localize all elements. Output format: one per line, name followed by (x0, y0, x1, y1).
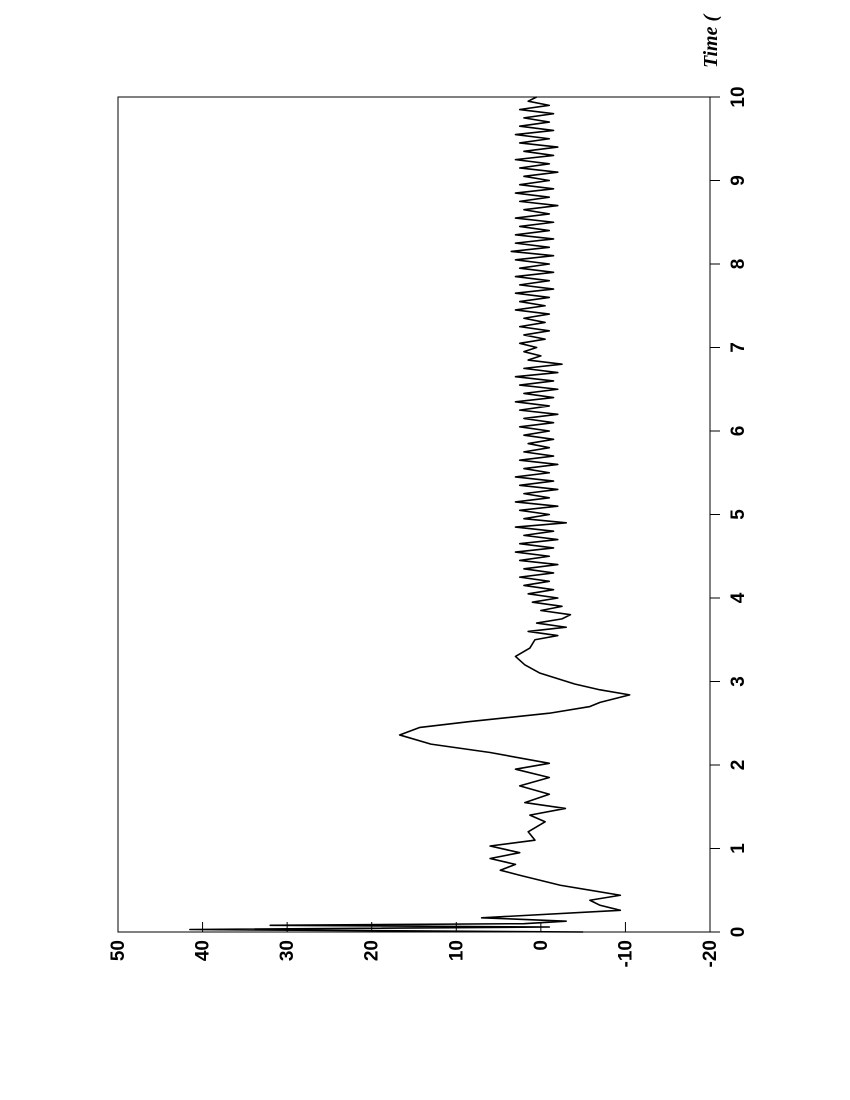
y-tick-label: -10 (615, 940, 636, 967)
y-tick-label: 0 (531, 940, 552, 951)
x-tick-label: 10 (728, 86, 749, 107)
y-tick-label: 20 (362, 940, 383, 961)
x-tick-label: 2 (728, 760, 749, 771)
y-tick-label: 50 (108, 940, 129, 961)
x-tick-label: 9 (728, 175, 749, 186)
y-tick-label: 40 (193, 940, 214, 961)
y-tick-label: 30 (277, 940, 298, 961)
x-tick-label: 4 (728, 592, 749, 603)
x-tick-label: 8 (728, 259, 749, 270)
data-line (189, 96, 631, 933)
y-tick-label: 10 (446, 940, 467, 961)
x-axis-title: Time ( (700, 14, 722, 68)
x-tick-label: 0 (728, 927, 749, 938)
x-tick-label: 1 (728, 843, 749, 854)
x-tick-label: 5 (728, 509, 749, 520)
plot-frame (117, 96, 711, 933)
y-tick-label: -20 (700, 940, 721, 967)
x-tick-label: 6 (728, 426, 749, 437)
x-tick-label: 7 (728, 342, 749, 353)
x-tick-label: 3 (728, 676, 749, 687)
